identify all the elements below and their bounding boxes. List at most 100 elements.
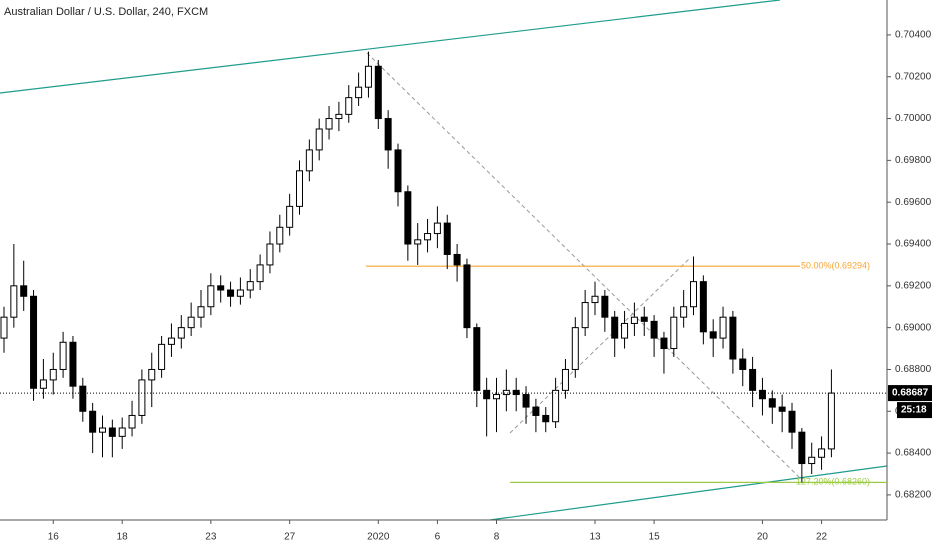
drawings: [0, 0, 888, 521]
candle-body: [187, 316, 195, 329]
candle-body: [335, 113, 343, 120]
candle-body: [404, 191, 412, 245]
candle-body: [315, 128, 323, 151]
x-tick-label: 6: [435, 532, 441, 543]
candle-body: [493, 394, 500, 400]
candle-body: [601, 295, 609, 318]
candle-body: [749, 368, 757, 391]
x-tick-label: 16: [48, 532, 60, 543]
candle-body: [167, 337, 175, 345]
candle-body: [670, 316, 678, 350]
x-tick-label: 22: [816, 532, 828, 543]
candle-body: [99, 427, 106, 433]
candle-body: [148, 368, 156, 381]
y-tick-label: 0.69600: [895, 197, 932, 208]
y-tick-label: 0.70400: [895, 30, 932, 41]
candle-body: [217, 285, 225, 291]
candle-body: [660, 337, 668, 350]
candle-body: [758, 389, 766, 400]
candle-body: [611, 316, 619, 339]
candle-body: [355, 86, 363, 99]
candle-body: [89, 410, 97, 433]
candle-body: [650, 320, 658, 339]
y-tick-label: 0.70200: [895, 71, 932, 82]
candle-body: [778, 406, 786, 412]
x-tick-label: 20: [757, 532, 769, 543]
candle-body: [502, 389, 510, 396]
y-tick-label: 0.68200: [895, 490, 932, 501]
candle-body: [552, 389, 560, 423]
candle-body: [138, 379, 146, 416]
candle-body: [542, 414, 550, 423]
candle-body: [236, 289, 244, 297]
candle-body: [739, 358, 747, 370]
candle-body: [433, 222, 441, 235]
candle-body: [227, 289, 235, 297]
candle-body: [128, 414, 136, 429]
candle-body: [690, 281, 697, 308]
fib-label: 50.00%(0.69294): [801, 261, 870, 271]
y-tick-label: 0.68400: [895, 448, 932, 459]
candle-body: [118, 427, 126, 437]
candle-body: [177, 327, 185, 339]
candle-body: [158, 343, 166, 370]
candle-body: [39, 379, 47, 389]
candle-body: [30, 295, 38, 389]
y-tick-label: 0.68800: [895, 364, 932, 375]
y-tick-label: 0.69000: [895, 322, 932, 333]
countdown-label: 25:18: [901, 405, 927, 416]
candle-body: [276, 226, 284, 245]
countdown-box: [897, 402, 932, 419]
candle-body: [20, 285, 28, 297]
candle-body: [768, 398, 776, 408]
candle-body: [522, 394, 530, 408]
candle-body: [207, 285, 215, 308]
candle-body: [532, 406, 540, 416]
candle-body: [581, 302, 589, 329]
candle-body: [286, 205, 294, 228]
candle-body: [463, 264, 471, 329]
x-tick-label: 2020: [367, 532, 390, 543]
candle-body: [0, 316, 8, 339]
candle-body: [364, 65, 372, 88]
candle-body: [256, 264, 264, 283]
candle-body: [709, 331, 717, 339]
candle-body: [374, 65, 382, 120]
candle-body: [266, 243, 274, 266]
candle-body: [818, 448, 826, 458]
candle-body: [394, 149, 402, 193]
candle-body: [296, 170, 303, 207]
candle-body: [424, 233, 432, 241]
candle-body: [798, 431, 806, 465]
candle-body: [729, 316, 737, 360]
candle-body: [453, 253, 461, 266]
trend-line: [0, 0, 781, 94]
candle-body: [561, 368, 569, 391]
candle-body: [621, 322, 629, 339]
candle-body: [788, 410, 796, 433]
candle-body: [680, 306, 688, 318]
candle-body: [384, 118, 392, 151]
x-tick-label: 23: [205, 532, 217, 543]
y-tick-label: 0.69800: [895, 155, 932, 166]
candle-body: [325, 118, 333, 130]
candle-body: [699, 281, 707, 333]
candle-body: [10, 285, 18, 318]
dashed-line: [366, 52, 801, 479]
candle-body: [49, 368, 57, 381]
candle-body: [512, 389, 520, 396]
candle-body: [69, 341, 77, 387]
candle-body: [197, 306, 205, 318]
x-tick-label: 8: [494, 532, 500, 543]
candle-body: [808, 456, 816, 465]
candle-body: [79, 385, 87, 412]
candle-body: [827, 392, 835, 450]
candle-body: [473, 327, 481, 391]
x-tick-label: 13: [589, 532, 601, 543]
candle-body: [719, 316, 727, 339]
candle-body: [108, 427, 116, 437]
candle-body: [414, 239, 422, 245]
candle-body: [571, 327, 579, 370]
candle-body: [443, 222, 451, 255]
